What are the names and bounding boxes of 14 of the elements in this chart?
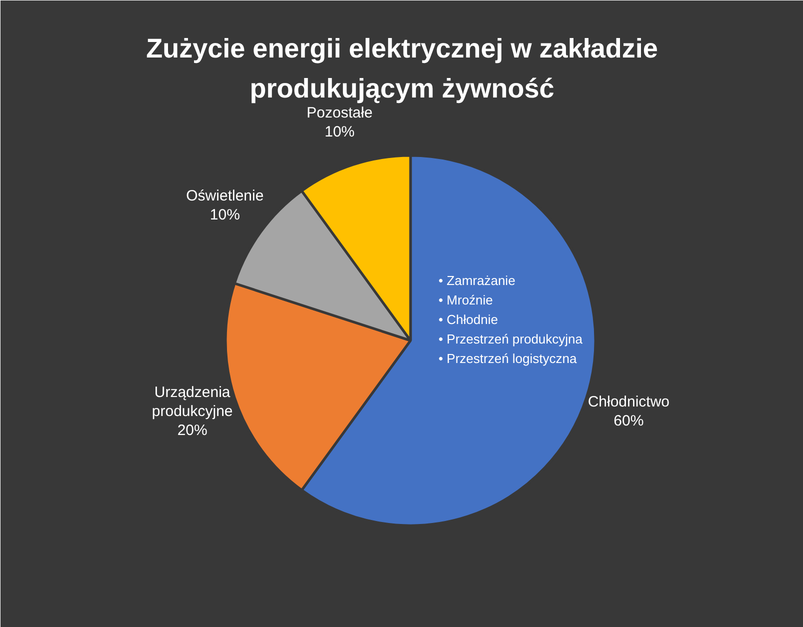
slice-label: Chłodnictwo <box>588 393 670 410</box>
slice-label: Pozostałe <box>306 104 373 122</box>
text: • Zamrażanie <box>438 273 516 288</box>
data-label: 10% <box>324 123 355 140</box>
text: • Przestrzeń logistyczna <box>438 351 578 366</box>
data-label: 10% <box>210 206 240 224</box>
data-label: 20% <box>177 422 208 439</box>
text: • Chłodnie <box>438 312 498 327</box>
slice-label: Oświetlenie <box>186 188 264 205</box>
slice-label: Urządzenia produkcyjne <box>152 384 233 420</box>
text: • Przestrzeń produkcyjna <box>438 332 584 346</box>
chart-title: Zużycie energii elektrycznej w zakładzie produkującym żywność <box>146 34 658 104</box>
data-label: 60% <box>614 412 644 430</box>
text: • Mroźnie <box>438 292 493 308</box>
